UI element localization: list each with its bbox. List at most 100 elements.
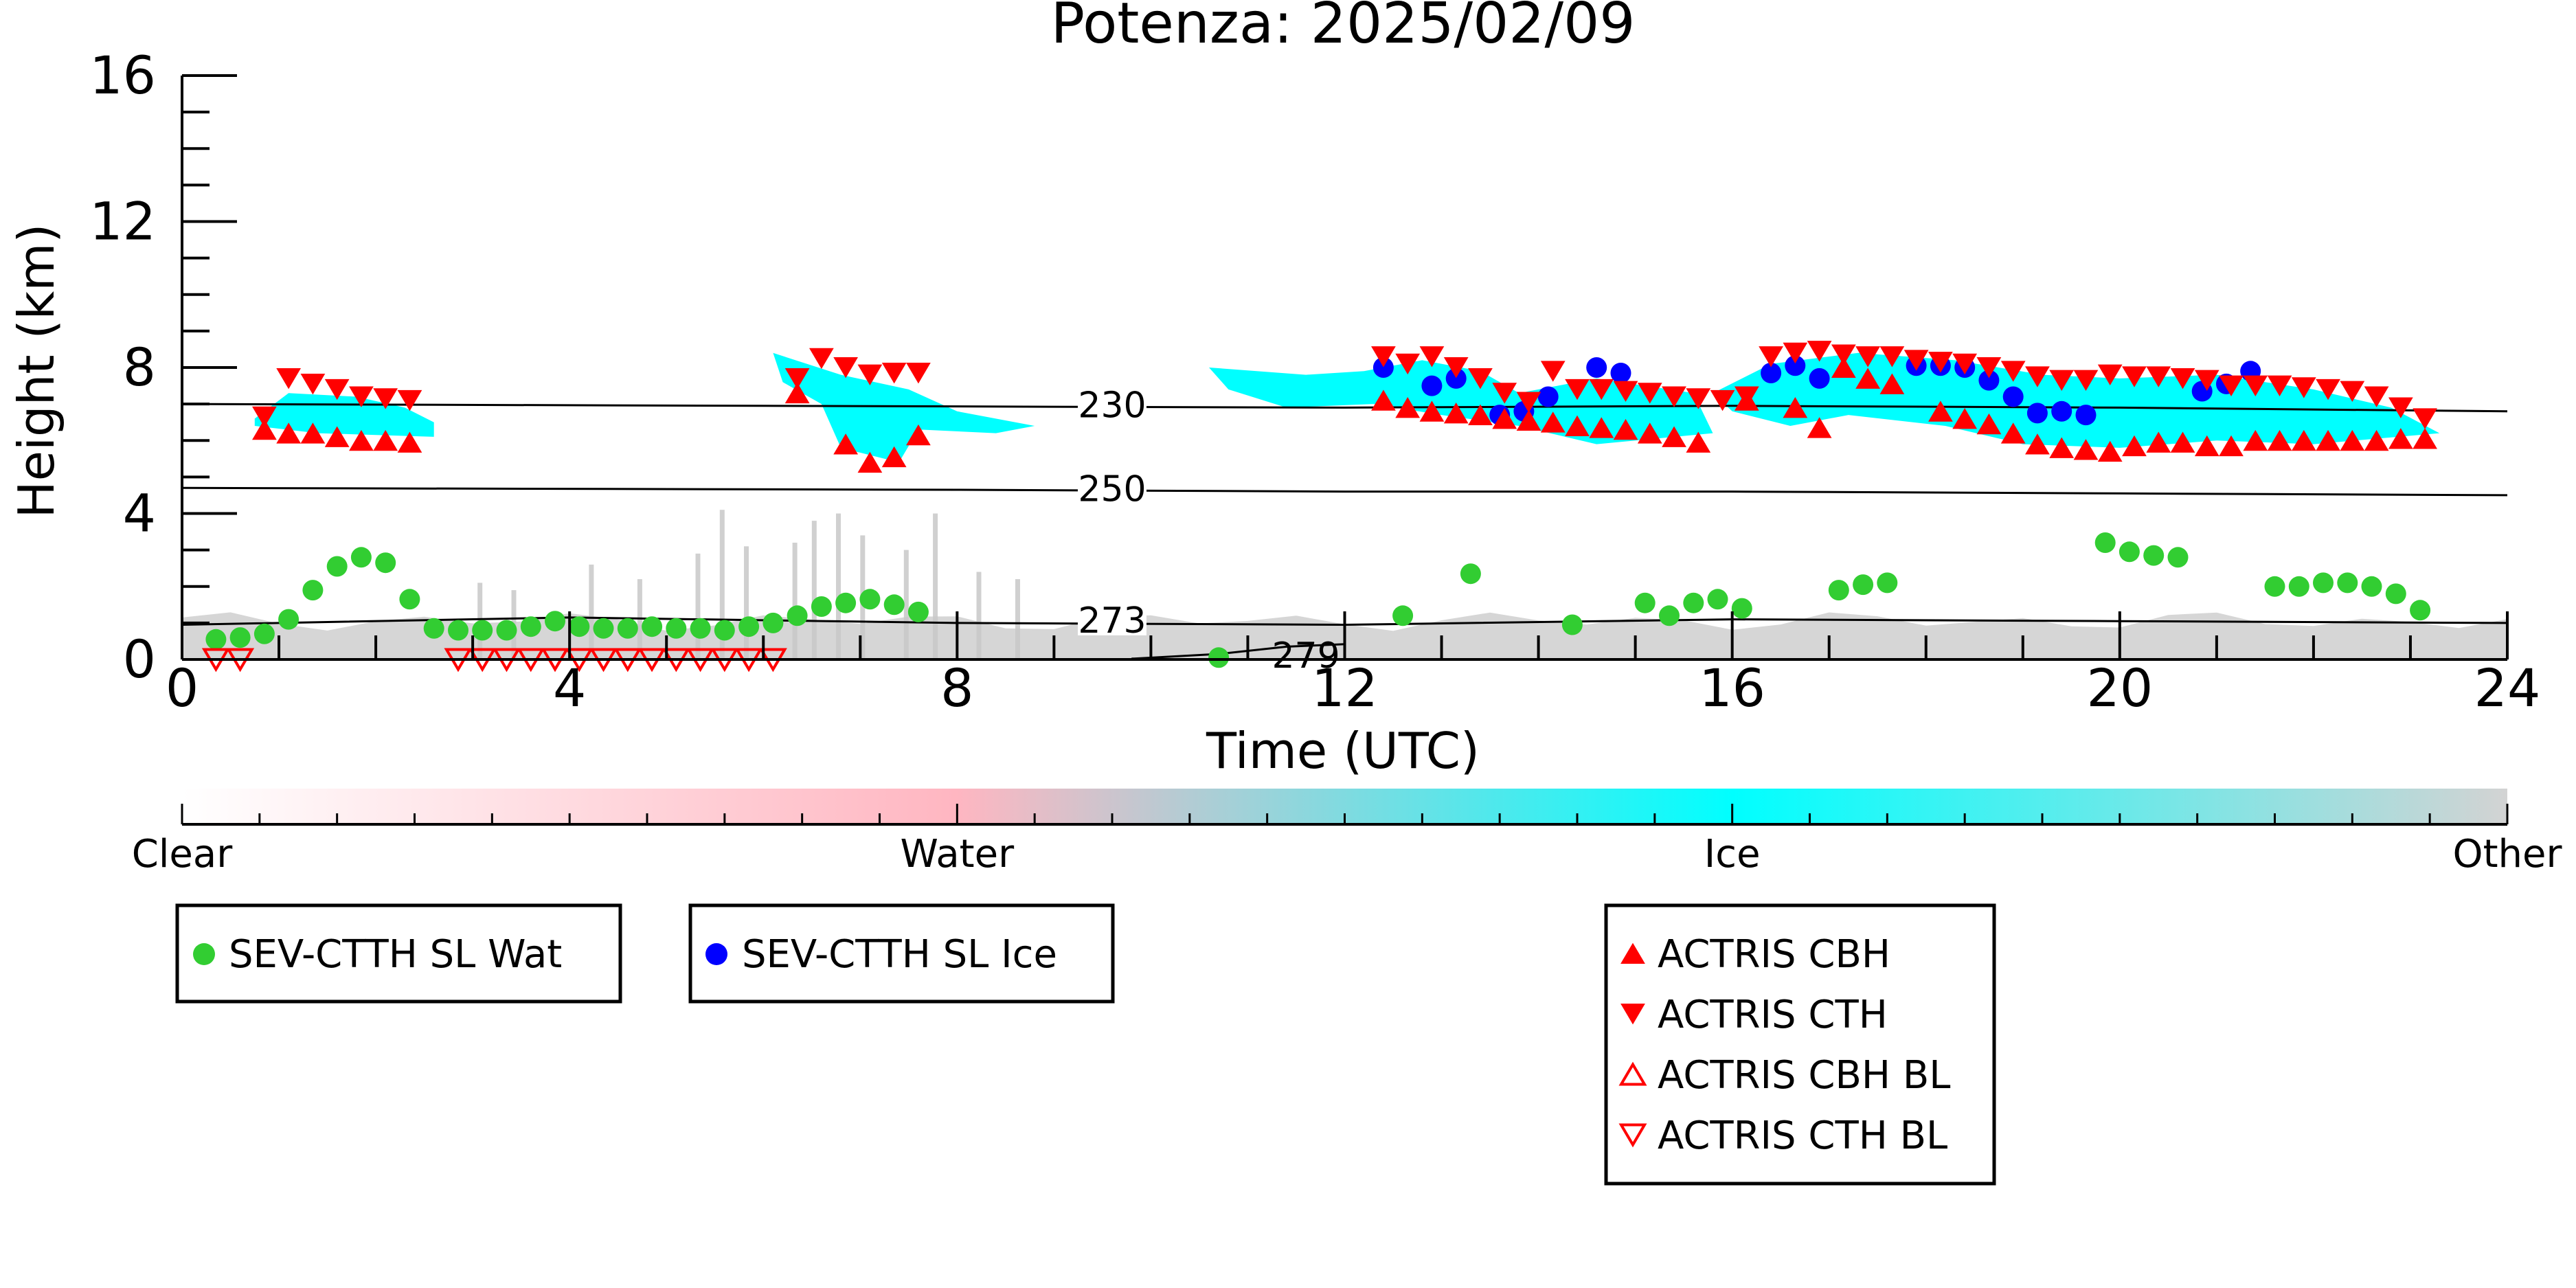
actris_cbh-point xyxy=(784,382,810,404)
sev_wat-point xyxy=(787,605,808,626)
sev_wat-point xyxy=(448,620,468,641)
other-class-spike xyxy=(589,564,594,659)
sev_wat-point xyxy=(1634,592,1656,613)
actris_cth-point xyxy=(1589,379,1614,400)
sev_wat-point xyxy=(907,601,929,622)
actris_cbh-point xyxy=(252,418,277,440)
actris_cbh-point xyxy=(2025,433,2050,455)
sev_ice-point xyxy=(2002,386,2024,407)
actris_cbh-point xyxy=(276,422,302,444)
contour-label-bg xyxy=(1078,469,1146,504)
sev_wat-point xyxy=(423,618,444,639)
y-tick-label: 0 xyxy=(123,629,156,690)
sev_ice-point xyxy=(1372,357,1394,378)
actris_cbh-point xyxy=(2170,431,2195,453)
actris_cth-point xyxy=(1637,383,1662,404)
actris_cbh-point xyxy=(349,429,374,451)
actris_cth-point xyxy=(276,368,302,389)
actris_cth-point xyxy=(2122,366,2147,387)
actris_cbh-point xyxy=(1879,373,1905,394)
legends: SEV-CTTH SL Wat SEV-CTTH SL Ice ACTRIS CBH… xyxy=(175,903,1996,1186)
actris_cbh-point xyxy=(1807,417,1832,438)
x-axis-label: Time (UTC) xyxy=(1206,722,1480,780)
actris_cbh-point xyxy=(906,424,931,446)
actris_cth-point xyxy=(2340,381,2365,402)
chart-title: Potenza: 2025/02/09 xyxy=(1051,0,1636,56)
legend-marker-actris-cbh xyxy=(1620,942,1645,964)
x-tick-label: 8 xyxy=(940,657,973,719)
actris_cbh-point xyxy=(1928,400,1953,422)
sev_wat-point xyxy=(253,623,275,644)
actris_cth-point xyxy=(857,364,883,386)
actris_cbh-point xyxy=(1395,397,1421,418)
actris_cbh-point xyxy=(2073,439,2099,460)
data-markers xyxy=(201,341,2437,673)
legend-label-sev-ice: SEV-CTTH SL Ice xyxy=(742,932,1057,977)
actris_cbh-point xyxy=(2049,437,2075,458)
actris_cbh-point xyxy=(2340,429,2365,451)
sev_wat-point xyxy=(1877,572,1898,594)
colorbar-label: Other xyxy=(2452,832,2562,877)
legend-box-sev-ice xyxy=(688,903,1115,1004)
actris_cth-point xyxy=(2267,375,2292,396)
actris_cbh-point xyxy=(1419,400,1445,422)
ice-cloud-region xyxy=(1713,352,2440,448)
actris_cbh-point xyxy=(1613,418,1638,440)
actris_cbh-point xyxy=(881,446,907,468)
sev_ice-point xyxy=(1586,357,1607,378)
actris_cth-point xyxy=(2243,375,2268,396)
other-class-spike xyxy=(811,521,817,659)
legend-label-actris-cbh-bl: ACTRIS CBH BL xyxy=(1658,1053,1950,1098)
actris_cth-point xyxy=(1371,346,1396,368)
actris_cth-point xyxy=(1516,392,1541,413)
sev_ice-point xyxy=(2051,400,2072,422)
sev_wat-point xyxy=(738,616,760,637)
actris_cth-point xyxy=(1976,357,2002,379)
actris_cth-point xyxy=(1686,388,1711,409)
actris_cth-point xyxy=(373,388,398,409)
contour-label-279: 279 xyxy=(1272,635,1340,677)
actris_cbh-point xyxy=(1589,417,1614,438)
contour-label-273: 273 xyxy=(1078,600,1146,642)
actris_cth-point xyxy=(1662,386,1686,407)
actris_cbh-point xyxy=(1976,413,2002,435)
sev_wat-point xyxy=(642,616,663,637)
actris_cbh-point xyxy=(2219,435,2244,457)
legend-marker-actris-cbh-bl xyxy=(1618,1061,1647,1086)
x-tick-label: 4 xyxy=(553,657,586,719)
actris_cbh-point xyxy=(2122,435,2147,457)
sev_wat-point xyxy=(1561,614,1583,635)
actris_cbh-point xyxy=(397,431,422,453)
sev_wat-point xyxy=(593,618,614,639)
x-tick-label: 24 xyxy=(2474,657,2541,719)
colorbar-label: Ice xyxy=(1704,832,1761,877)
actris_cbh-point xyxy=(324,426,350,447)
actris_cth-point xyxy=(1734,386,1759,407)
legend-box-sev-wat xyxy=(175,903,622,1004)
actris_cbh-point xyxy=(1565,415,1590,436)
sev_wat-point xyxy=(520,616,541,637)
actris_cth-point xyxy=(2364,386,2389,407)
actris_cth-point xyxy=(833,357,859,379)
actris_cth-point xyxy=(2025,366,2050,387)
sev_wat-point xyxy=(545,611,565,632)
legend-box-actris xyxy=(1604,903,1996,1186)
sev_wat-point xyxy=(1392,605,1414,626)
actris_cth-point xyxy=(1613,381,1638,402)
contour-label-230: 230 xyxy=(1078,385,1146,426)
actris_cbh-point xyxy=(2291,429,2316,451)
actris_cbh-point xyxy=(1662,426,1686,447)
actris_cth-point xyxy=(1759,346,1783,368)
sev_wat-point xyxy=(2094,532,2116,553)
sev_wat-point xyxy=(1683,592,1704,613)
sev_ice-point xyxy=(1785,355,1806,376)
actris_cbh-point xyxy=(1492,407,1517,429)
colorbar-label: Water xyxy=(901,832,1015,877)
other-class-spike xyxy=(1015,579,1020,659)
other-class-spike xyxy=(933,513,938,659)
actris_cth-point xyxy=(906,363,931,384)
sev_wat-point xyxy=(2385,583,2406,605)
actris_cbh-point xyxy=(1516,409,1541,431)
sev_wat-point xyxy=(666,618,687,639)
x-tick-label: 12 xyxy=(1311,657,1378,719)
